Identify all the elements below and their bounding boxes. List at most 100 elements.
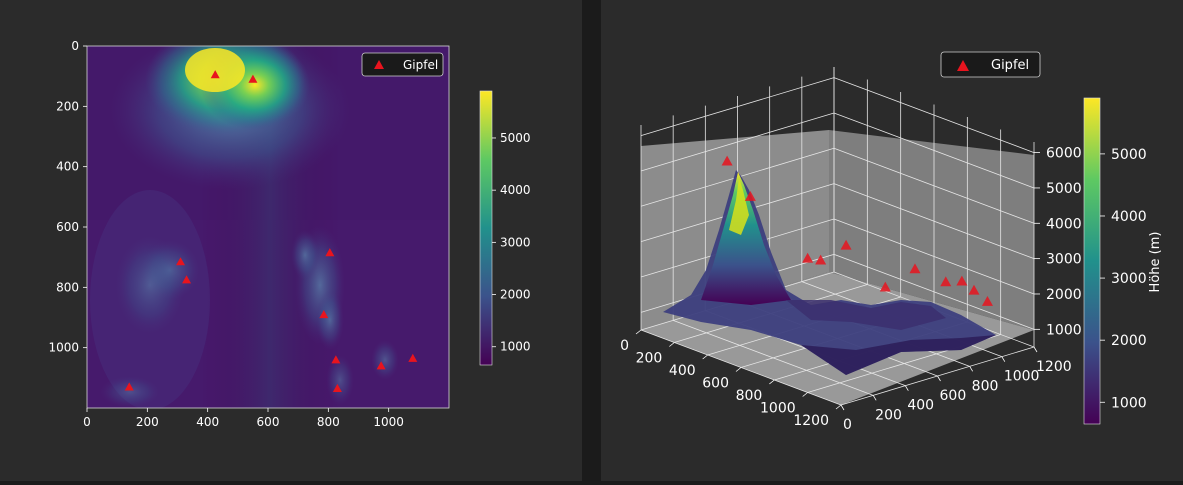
x-tick-3d — [769, 379, 775, 385]
peak-marker-3d — [956, 275, 968, 286]
colorbar-label: Höhe (m) — [1148, 232, 1163, 293]
peak-marker — [319, 309, 329, 319]
peak-marker — [124, 382, 134, 391]
x-tick-label: 0 — [83, 415, 91, 429]
colorbar: 1000 2000 3000 4000 5000 — [479, 90, 531, 366]
y-tick-label-3d: 0 — [843, 417, 852, 433]
peak-marker-3d — [981, 296, 993, 306]
peak-marker-3d — [744, 190, 756, 201]
peak-marker-3d — [815, 254, 827, 265]
x-tick-label-3d: 400 — [669, 363, 696, 379]
legend: Gipfel — [361, 52, 444, 77]
peak-marker — [332, 383, 342, 392]
y-tick-label-3d: 1200 — [1036, 359, 1072, 375]
z-tick-label-3d: 4000 — [1046, 216, 1082, 232]
x-tick-3d — [735, 367, 742, 372]
colorbar-3d: 1000 2000 3000 4000 5000 Höhe (m) — [1083, 97, 1163, 425]
y-tick-3d — [904, 385, 909, 391]
surface-panel: 0 200 400 600 800 1000 1200 0 200 400 600 800 1000 1… — [601, 0, 1183, 481]
peak-marker-3d — [802, 252, 814, 263]
x-tick-label-3d: 1200 — [793, 413, 829, 429]
x-tick-3d — [802, 392, 808, 397]
legend-marker — [374, 60, 384, 69]
peak-marker-3d — [909, 263, 921, 274]
colorbar-tick-label-3d: 3000 — [1111, 271, 1147, 287]
x-tick-label: 600 — [257, 415, 280, 429]
x-tick-3d — [669, 342, 675, 347]
peak-marker-3d — [940, 276, 952, 287]
x-tick-label: 200 — [136, 415, 159, 429]
peak-marker-3d — [879, 281, 891, 292]
y-tick-label: 600 — [56, 220, 79, 234]
grid-line — [833, 218, 1035, 295]
peak-marker — [408, 353, 418, 362]
peak-marker — [210, 70, 220, 79]
colorbar-tick-label: 4000 — [500, 183, 531, 197]
peak-markers — [124, 70, 418, 392]
heatmap-figure: 0 200 400 600 800 1000 0 200 400 600 800 1000 Gipf… — [48, 39, 531, 429]
peak-marker — [182, 275, 192, 284]
y-tick-label: 400 — [56, 160, 79, 174]
z-tick-label-3d: 1000 — [1046, 322, 1082, 338]
legend-label: Gipfel — [403, 58, 438, 72]
legend-label-3d: Gipfel — [991, 58, 1029, 73]
y-tick-label: 800 — [56, 280, 79, 294]
peak-marker — [331, 355, 341, 364]
grid-line — [640, 112, 835, 172]
z-tick-label-3d: 6000 — [1046, 146, 1082, 162]
peak-marker — [248, 74, 258, 83]
colorbar-tick-label: 5000 — [500, 131, 531, 145]
grid-line — [833, 77, 1035, 153]
x-tick-label: 800 — [317, 415, 340, 429]
grid-line — [833, 183, 1035, 260]
peak-marker — [176, 257, 186, 266]
x-tick-label: 1000 — [373, 415, 404, 429]
peak-marker — [325, 248, 335, 257]
grid-line — [833, 253, 1035, 330]
x-tick-label-3d: 800 — [736, 388, 763, 404]
peak-marker-3d — [968, 284, 980, 295]
y-axis: 0 200 400 600 800 1000 — [48, 39, 87, 355]
x-tick-label-3d: 1000 — [760, 401, 796, 417]
peak-markers-3d — [721, 155, 993, 306]
y-tick-3d — [1001, 356, 1006, 362]
colorbar-tick-label-3d: 5000 — [1111, 147, 1147, 163]
y-tick-3d — [872, 395, 877, 401]
colorbar-tick-label: 1000 — [500, 340, 531, 354]
y-tick-label-3d: 600 — [940, 388, 967, 404]
x-tick-3d — [835, 404, 842, 410]
peak-marker-3d — [721, 155, 733, 166]
x-tick-3d — [702, 354, 708, 360]
y-tick-label-3d: 1000 — [1004, 369, 1040, 385]
colorbar-tick-label-3d: 4000 — [1111, 209, 1147, 225]
peak-marker — [376, 361, 386, 370]
y-tick-label-3d: 800 — [972, 378, 999, 394]
grid-line — [833, 112, 1035, 189]
grid-line — [833, 147, 1035, 224]
x-tick-label-3d: 600 — [702, 376, 729, 392]
colorbar-tick-label: 3000 — [500, 235, 531, 249]
y-tick-3d — [937, 375, 941, 382]
colorbar-tick-label-3d: 2000 — [1111, 333, 1147, 349]
y-tick-label: 1000 — [48, 341, 79, 355]
x-tick-label-3d: 200 — [636, 351, 663, 367]
legend-marker-3d — [957, 60, 969, 71]
z-tick-label-3d: 2000 — [1046, 287, 1082, 303]
y-tick-label: 200 — [56, 99, 79, 113]
colorbar-tick-label-3d: 1000 — [1111, 395, 1147, 411]
z-tick-label-3d: 3000 — [1046, 252, 1082, 268]
grid-line — [640, 77, 835, 136]
heatmap-image — [87, 46, 449, 408]
y-tick-3d — [840, 404, 845, 411]
x-tick-3d — [635, 329, 642, 335]
heatmap-panel: 0 200 400 600 800 1000 0 200 400 600 800 1000 Gipf… — [0, 0, 582, 481]
y-tick-3d — [1033, 346, 1038, 353]
peak-marker-3d — [840, 239, 852, 250]
y-tick-label-3d: 200 — [875, 407, 902, 423]
z-axis-3d: 1000 2000 3000 4000 5000 6000 — [1034, 146, 1082, 338]
y-tick-label: 0 — [71, 39, 79, 53]
x-tick-label: 400 — [196, 415, 219, 429]
